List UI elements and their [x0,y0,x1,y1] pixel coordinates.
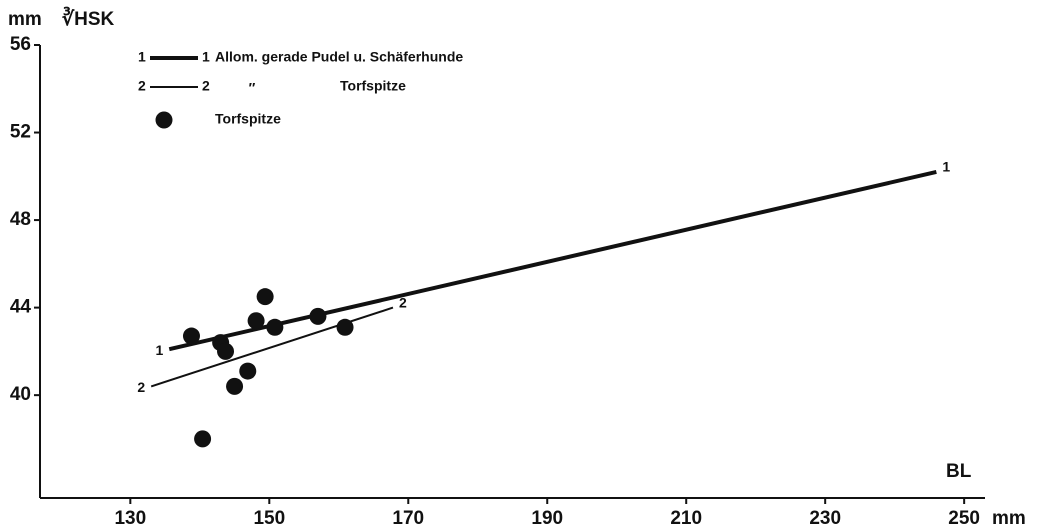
data-point [217,342,235,360]
data-point [247,312,265,330]
x-tick-label: 250 [948,508,980,529]
legend-text: Allom. gerade Pudel u. Schäferhunde [215,49,463,65]
data-point [256,288,274,306]
line-end-label: 1 [155,342,163,358]
x-tick-label: 130 [114,508,146,529]
legend-label: 1 [138,49,146,65]
allometric-line [150,306,394,388]
y-label: ∛HSK [62,6,115,30]
allometric-line [168,169,937,352]
data-point [309,307,327,325]
data-point [239,362,257,380]
legend-label: 2 [202,78,210,94]
data-point [226,377,244,395]
line-end-label: 2 [399,294,407,310]
legend-ditto: ″ [249,80,256,96]
x-tick-label: 190 [531,508,563,529]
data-point [182,327,200,345]
line-end-label: 2 [137,379,145,395]
x-tick-label: 170 [392,508,424,529]
data-point [266,318,284,336]
y-tick-label: 56 [10,34,31,55]
data-point [336,318,354,336]
x-tick-label: 230 [809,508,841,529]
y-tick-label: 40 [10,384,31,405]
line-end-label: 1 [942,159,950,175]
x-tick-label: 210 [670,508,702,529]
x-tick-label: 150 [253,508,285,529]
y-tick-label: 44 [10,297,32,318]
legend-text: Torfspitze [215,111,281,127]
x-unit: mm [992,508,1026,529]
y-tick-label: 52 [10,122,31,143]
data-point [194,430,212,448]
y-tick-label: 48 [10,209,31,230]
x-label: BL [946,461,972,482]
y-unit: mm [8,9,42,30]
legend-swatch [155,111,173,129]
legend-label: 2 [138,78,146,94]
legend-label: 1 [202,49,210,65]
legend-text: Torfspitze [340,78,406,94]
